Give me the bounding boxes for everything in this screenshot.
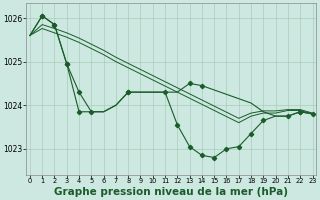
X-axis label: Graphe pression niveau de la mer (hPa): Graphe pression niveau de la mer (hPa) (54, 187, 288, 197)
